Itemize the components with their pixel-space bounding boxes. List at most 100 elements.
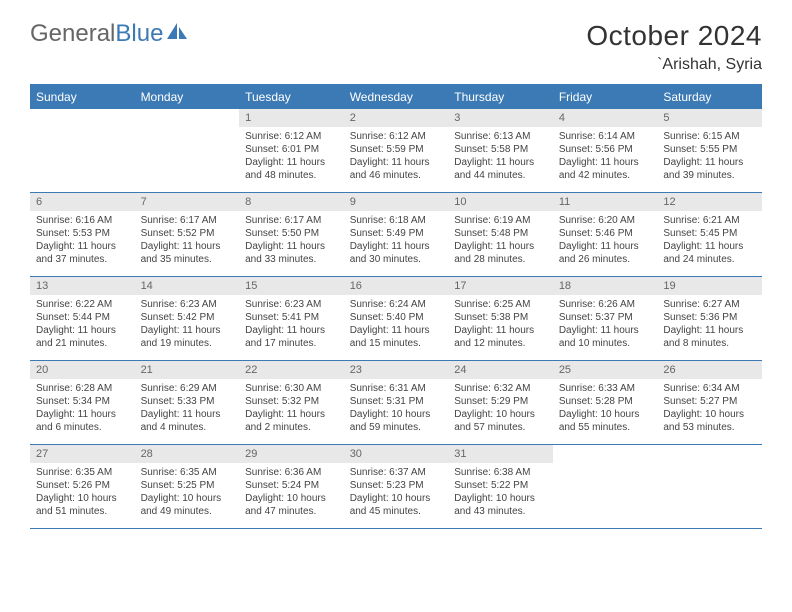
day-number: 18 (553, 277, 658, 295)
day-body: Sunrise: 6:23 AMSunset: 5:41 PMDaylight:… (239, 295, 344, 353)
weekday-header: Friday (553, 85, 658, 109)
day-body: Sunrise: 6:21 AMSunset: 5:45 PMDaylight:… (657, 211, 762, 269)
day-number: 1 (239, 109, 344, 127)
day-body: Sunrise: 6:19 AMSunset: 5:48 PMDaylight:… (448, 211, 553, 269)
logo: GeneralBlue (30, 20, 189, 48)
day-number: 23 (344, 361, 449, 379)
calendar-day-cell: 5Sunrise: 6:15 AMSunset: 5:55 PMDaylight… (657, 109, 762, 193)
day-number: 15 (239, 277, 344, 295)
day-number: 29 (239, 445, 344, 463)
calendar-day-cell: 21Sunrise: 6:29 AMSunset: 5:33 PMDayligh… (135, 361, 240, 445)
day-number: 24 (448, 361, 553, 379)
header: GeneralBlue October 2024 `Arishah, Syria (30, 20, 762, 74)
day-body: Sunrise: 6:35 AMSunset: 5:26 PMDaylight:… (30, 463, 135, 521)
day-body: Sunrise: 6:17 AMSunset: 5:50 PMDaylight:… (239, 211, 344, 269)
day-number: 13 (30, 277, 135, 295)
day-body: Sunrise: 6:31 AMSunset: 5:31 PMDaylight:… (344, 379, 449, 437)
day-body: Sunrise: 6:35 AMSunset: 5:25 PMDaylight:… (135, 463, 240, 521)
calendar-day-cell: 6Sunrise: 6:16 AMSunset: 5:53 PMDaylight… (30, 193, 135, 277)
day-body: Sunrise: 6:15 AMSunset: 5:55 PMDaylight:… (657, 127, 762, 185)
weekday-header: Monday (135, 85, 240, 109)
day-body: Sunrise: 6:18 AMSunset: 5:49 PMDaylight:… (344, 211, 449, 269)
day-body: Sunrise: 6:25 AMSunset: 5:38 PMDaylight:… (448, 295, 553, 353)
logo-text-2: Blue (115, 20, 163, 48)
calendar-day-cell: 26Sunrise: 6:34 AMSunset: 5:27 PMDayligh… (657, 361, 762, 445)
day-body: Sunrise: 6:34 AMSunset: 5:27 PMDaylight:… (657, 379, 762, 437)
day-number: 3 (448, 109, 553, 127)
calendar-day-cell: 7Sunrise: 6:17 AMSunset: 5:52 PMDaylight… (135, 193, 240, 277)
calendar-week-row: 13Sunrise: 6:22 AMSunset: 5:44 PMDayligh… (30, 277, 762, 361)
day-body: Sunrise: 6:14 AMSunset: 5:56 PMDaylight:… (553, 127, 658, 185)
day-body: Sunrise: 6:32 AMSunset: 5:29 PMDaylight:… (448, 379, 553, 437)
calendar-day-cell: 27Sunrise: 6:35 AMSunset: 5:26 PMDayligh… (30, 445, 135, 529)
day-number: 5 (657, 109, 762, 127)
calendar-day-cell: 18Sunrise: 6:26 AMSunset: 5:37 PMDayligh… (553, 277, 658, 361)
day-number: 6 (30, 193, 135, 211)
day-number: 8 (239, 193, 344, 211)
day-body: Sunrise: 6:12 AMSunset: 6:01 PMDaylight:… (239, 127, 344, 185)
day-body: Sunrise: 6:24 AMSunset: 5:40 PMDaylight:… (344, 295, 449, 353)
calendar-day-cell: 10Sunrise: 6:19 AMSunset: 5:48 PMDayligh… (448, 193, 553, 277)
day-body: Sunrise: 6:38 AMSunset: 5:22 PMDaylight:… (448, 463, 553, 521)
title-block: October 2024 `Arishah, Syria (586, 20, 762, 74)
calendar-day-cell: 17Sunrise: 6:25 AMSunset: 5:38 PMDayligh… (448, 277, 553, 361)
calendar-day-cell: 22Sunrise: 6:30 AMSunset: 5:32 PMDayligh… (239, 361, 344, 445)
calendar-day-cell: 30Sunrise: 6:37 AMSunset: 5:23 PMDayligh… (344, 445, 449, 529)
day-number: 19 (657, 277, 762, 295)
day-number: 2 (344, 109, 449, 127)
calendar-body: ....1Sunrise: 6:12 AMSunset: 6:01 PMDayl… (30, 109, 762, 529)
calendar-day-cell: 29Sunrise: 6:36 AMSunset: 5:24 PMDayligh… (239, 445, 344, 529)
calendar-day-cell: .. (657, 445, 762, 529)
calendar-day-cell: 4Sunrise: 6:14 AMSunset: 5:56 PMDaylight… (553, 109, 658, 193)
month-title: October 2024 (586, 20, 762, 52)
day-body: Sunrise: 6:29 AMSunset: 5:33 PMDaylight:… (135, 379, 240, 437)
location: `Arishah, Syria (586, 56, 762, 74)
calendar-day-cell: 19Sunrise: 6:27 AMSunset: 5:36 PMDayligh… (657, 277, 762, 361)
calendar-day-cell: 12Sunrise: 6:21 AMSunset: 5:45 PMDayligh… (657, 193, 762, 277)
weekday-header: Saturday (657, 85, 762, 109)
calendar-day-cell: 11Sunrise: 6:20 AMSunset: 5:46 PMDayligh… (553, 193, 658, 277)
calendar-day-cell: 13Sunrise: 6:22 AMSunset: 5:44 PMDayligh… (30, 277, 135, 361)
day-number: 4 (553, 109, 658, 127)
day-number: 27 (30, 445, 135, 463)
day-body: Sunrise: 6:36 AMSunset: 5:24 PMDaylight:… (239, 463, 344, 521)
day-number: 21 (135, 361, 240, 379)
calendar-day-cell: .. (553, 445, 658, 529)
calendar-day-cell: 8Sunrise: 6:17 AMSunset: 5:50 PMDaylight… (239, 193, 344, 277)
calendar-week-row: 27Sunrise: 6:35 AMSunset: 5:26 PMDayligh… (30, 445, 762, 529)
calendar-day-cell: 1Sunrise: 6:12 AMSunset: 6:01 PMDaylight… (239, 109, 344, 193)
day-body: Sunrise: 6:37 AMSunset: 5:23 PMDaylight:… (344, 463, 449, 521)
calendar-day-cell: .. (135, 109, 240, 193)
day-body: Sunrise: 6:28 AMSunset: 5:34 PMDaylight:… (30, 379, 135, 437)
calendar-day-cell: 25Sunrise: 6:33 AMSunset: 5:28 PMDayligh… (553, 361, 658, 445)
logo-sail-icon (167, 20, 189, 48)
weekday-header: Wednesday (344, 85, 449, 109)
logo-text-1: General (30, 20, 115, 48)
day-body: Sunrise: 6:22 AMSunset: 5:44 PMDaylight:… (30, 295, 135, 353)
calendar-day-cell: 28Sunrise: 6:35 AMSunset: 5:25 PMDayligh… (135, 445, 240, 529)
day-number: 7 (135, 193, 240, 211)
calendar-day-cell: 23Sunrise: 6:31 AMSunset: 5:31 PMDayligh… (344, 361, 449, 445)
day-number: 28 (135, 445, 240, 463)
weekday-header: Tuesday (239, 85, 344, 109)
day-number: 9 (344, 193, 449, 211)
day-body: Sunrise: 6:16 AMSunset: 5:53 PMDaylight:… (30, 211, 135, 269)
day-number: 14 (135, 277, 240, 295)
day-body: Sunrise: 6:17 AMSunset: 5:52 PMDaylight:… (135, 211, 240, 269)
day-number: 12 (657, 193, 762, 211)
calendar-day-cell: 9Sunrise: 6:18 AMSunset: 5:49 PMDaylight… (344, 193, 449, 277)
day-number: 31 (448, 445, 553, 463)
calendar-week-row: ....1Sunrise: 6:12 AMSunset: 6:01 PMDayl… (30, 109, 762, 193)
calendar-day-cell: 14Sunrise: 6:23 AMSunset: 5:42 PMDayligh… (135, 277, 240, 361)
calendar-table: SundayMondayTuesdayWednesdayThursdayFrid… (30, 84, 762, 529)
calendar-week-row: 20Sunrise: 6:28 AMSunset: 5:34 PMDayligh… (30, 361, 762, 445)
day-number: 22 (239, 361, 344, 379)
calendar-day-cell: 15Sunrise: 6:23 AMSunset: 5:41 PMDayligh… (239, 277, 344, 361)
day-body: Sunrise: 6:27 AMSunset: 5:36 PMDaylight:… (657, 295, 762, 353)
calendar-day-cell: 16Sunrise: 6:24 AMSunset: 5:40 PMDayligh… (344, 277, 449, 361)
weekday-header: Sunday (30, 85, 135, 109)
day-number: 30 (344, 445, 449, 463)
day-body: Sunrise: 6:30 AMSunset: 5:32 PMDaylight:… (239, 379, 344, 437)
calendar-day-cell: 20Sunrise: 6:28 AMSunset: 5:34 PMDayligh… (30, 361, 135, 445)
calendar-day-cell: 31Sunrise: 6:38 AMSunset: 5:22 PMDayligh… (448, 445, 553, 529)
